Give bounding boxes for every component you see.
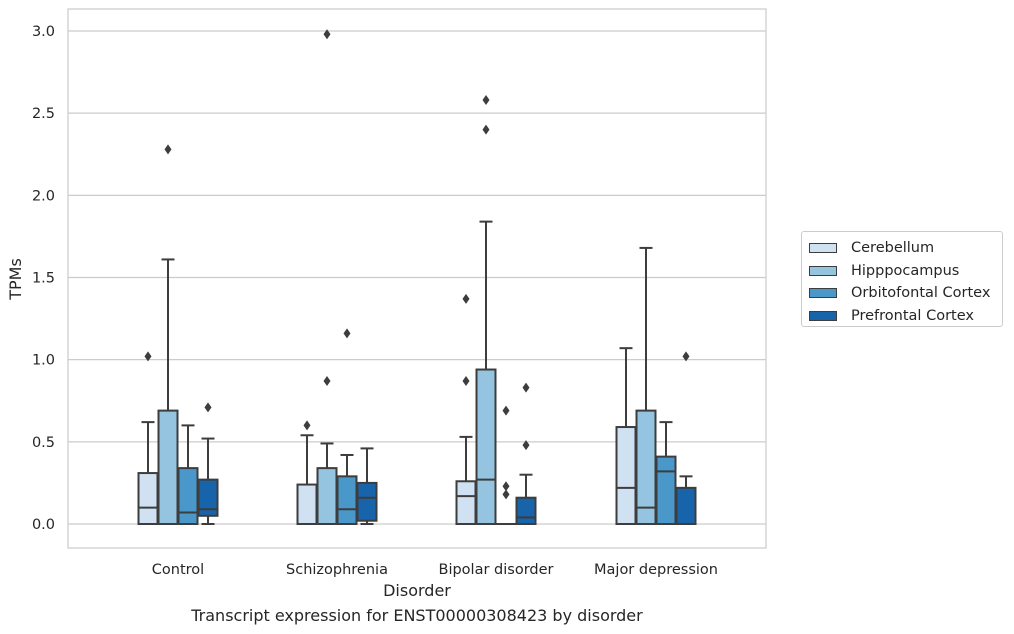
outlier-point xyxy=(164,144,172,155)
legend-item-hippocampus: Hipppocampus xyxy=(809,260,1002,283)
legend: Cerebellum Hipppocampus Orbitofontal Cor… xyxy=(801,231,1003,327)
y-tick-label: 0.0 xyxy=(32,517,55,533)
outlier-point xyxy=(482,95,490,106)
y-tick-label: 2.5 xyxy=(32,106,55,122)
box-3-1 xyxy=(635,246,657,525)
box-1-2 xyxy=(336,328,358,525)
box-groups xyxy=(137,29,697,526)
box-2-0 xyxy=(455,293,477,526)
chart-title: Transcript expression for ENST0000030842… xyxy=(191,606,643,625)
box xyxy=(197,478,219,517)
box xyxy=(475,368,497,525)
x-tick-label: Schizophrenia xyxy=(286,562,388,578)
box-0-0 xyxy=(137,351,159,526)
outlier-point xyxy=(502,405,510,416)
y-tick-label: 2.0 xyxy=(32,188,55,204)
legend-swatch-cerebellum xyxy=(809,243,837,254)
box xyxy=(655,455,677,525)
y-tick-label: 0.5 xyxy=(32,435,55,451)
legend-swatch-orbitofrontal-cortex xyxy=(809,288,837,299)
box xyxy=(177,467,199,526)
gridlines xyxy=(68,30,766,525)
box xyxy=(615,426,637,525)
box-0-2 xyxy=(177,424,199,526)
y-tick-labels: 0.0 0.5 1.0 1.5 2.0 2.5 3.0 xyxy=(32,24,55,533)
outlier-point xyxy=(482,124,490,135)
box-3-3 xyxy=(675,351,697,526)
outlier-point xyxy=(144,351,152,362)
outlier-point xyxy=(462,293,470,304)
legend-swatch-prefrontal-cortex xyxy=(809,310,837,321)
y-axis-label: TPMs xyxy=(6,258,25,301)
legend-label-hippocampus: Hipppocampus xyxy=(851,262,960,279)
legend-label-prefrontal-cortex: Prefrontal Cortex xyxy=(851,307,974,324)
outlier-point xyxy=(502,481,510,492)
box xyxy=(137,472,159,526)
box-1-3 xyxy=(356,447,378,525)
box-0-3 xyxy=(197,402,219,525)
x-tick-labels: Control Schizophrenia Bipolar disorder Majo… xyxy=(152,562,718,578)
box-3-2 xyxy=(655,421,677,525)
box xyxy=(356,481,378,522)
legend-swatch-hippocampus xyxy=(809,265,837,276)
outlier-point xyxy=(502,489,510,500)
legend-item-orbitofrontal-cortex: Orbitofontal Cortex xyxy=(809,282,1002,305)
legend-label-cerebellum: Cerebellum xyxy=(851,240,935,257)
x-tick-label: Major depression xyxy=(594,562,718,578)
outlier-point xyxy=(303,420,311,431)
legend-label-orbitofrontal-cortex: Orbitofontal Cortex xyxy=(851,285,991,302)
outlier-point xyxy=(462,376,470,387)
legend-item-prefrontal-cortex: Prefrontal Cortex xyxy=(809,305,1002,328)
outlier-point xyxy=(522,440,530,451)
outlier-point xyxy=(682,351,690,362)
y-tick-label: 1.5 xyxy=(32,271,55,287)
outlier-point xyxy=(323,29,331,40)
x-axis-label: Disorder xyxy=(383,581,451,600)
x-tick-label: Bipolar disorder xyxy=(439,562,554,578)
box xyxy=(455,480,477,526)
box-0-1 xyxy=(157,144,179,525)
box xyxy=(157,409,179,525)
outlier-point xyxy=(204,402,212,413)
box-1-0 xyxy=(296,420,318,525)
box xyxy=(296,483,318,525)
plot-frame xyxy=(67,8,767,549)
y-tick-label: 3.0 xyxy=(32,24,55,40)
outlier-point xyxy=(323,376,331,387)
outlier-point xyxy=(343,328,351,339)
box-2-2 xyxy=(495,405,517,526)
box-2-1 xyxy=(475,95,497,525)
outlier-point xyxy=(522,382,530,393)
legend-item-cerebellum: Cerebellum xyxy=(809,237,1002,260)
box-1-1 xyxy=(316,29,338,526)
y-tick-label: 1.0 xyxy=(32,353,55,369)
box xyxy=(316,467,338,526)
box-3-0 xyxy=(615,347,637,525)
x-tick-label: Control xyxy=(152,562,204,578)
box xyxy=(336,475,358,525)
box xyxy=(515,496,537,525)
box-2-3 xyxy=(515,382,537,525)
box xyxy=(675,486,697,526)
